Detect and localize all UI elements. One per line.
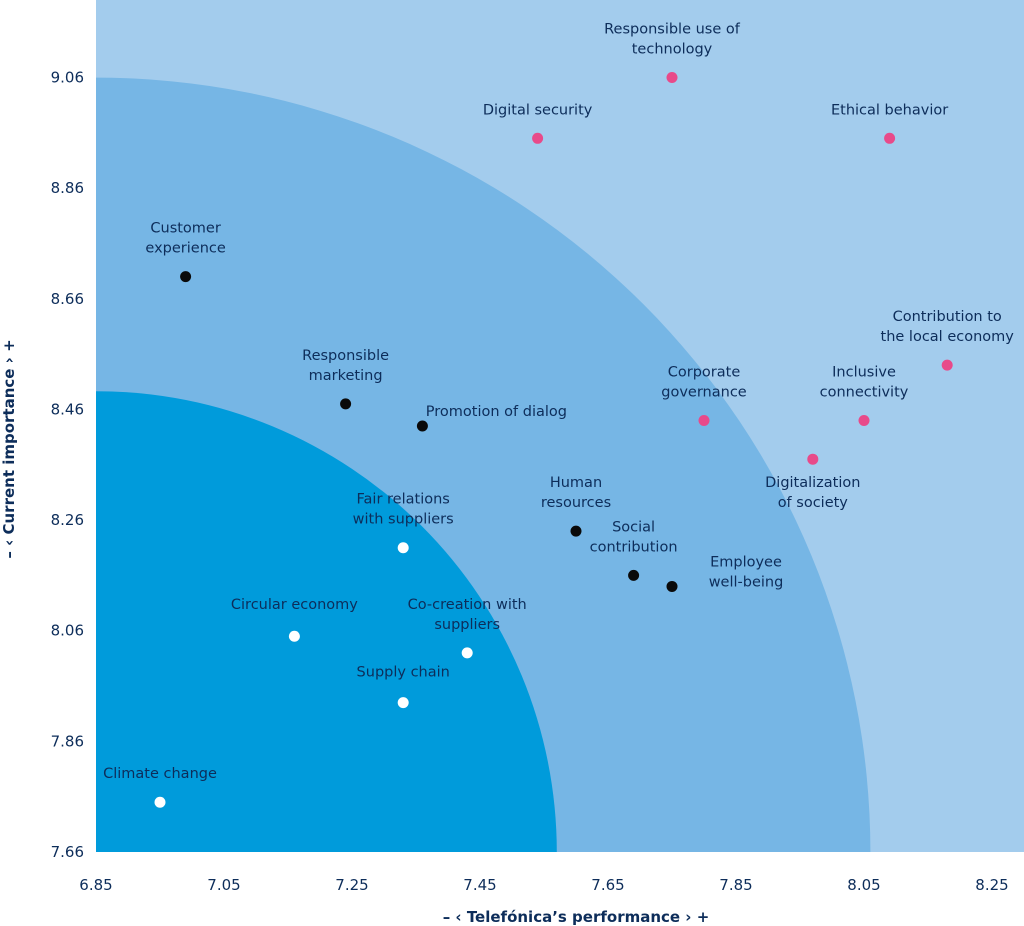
data-label: Circular economy <box>231 597 358 613</box>
y-tick-label: 8.26 <box>51 511 84 529</box>
data-label: Digital security <box>483 102 593 118</box>
data-label: Responsible marketing <box>302 348 389 384</box>
x-axis-title: – ‹ Telefónica’s performance › + <box>443 908 710 926</box>
data-label: Co-creation with suppliers <box>408 597 527 633</box>
data-point-high <box>807 453 819 465</box>
data-label: Human resources <box>541 475 611 511</box>
data-label: Inclusive connectivity <box>820 364 909 400</box>
data-label: Digitalization of society <box>765 475 860 511</box>
data-point-high <box>666 71 678 83</box>
x-tick-label: 7.25 <box>335 876 368 894</box>
data-point-high <box>532 132 544 144</box>
y-tick-label: 8.86 <box>51 179 84 197</box>
x-tick-label: 6.85 <box>79 876 112 894</box>
y-tick-label: 7.66 <box>51 843 84 861</box>
data-point-low <box>397 697 409 709</box>
y-axis-title: – ‹ Current importance › + <box>0 339 18 558</box>
data-point-low <box>288 630 300 642</box>
y-tick-label: 8.46 <box>51 400 84 418</box>
x-tick-label: 7.65 <box>591 876 624 894</box>
y-axis-ticks: 7.66 7.86 8.06 8.26 8.46 8.66 8.86 9.06 <box>51 68 84 861</box>
data-point-low <box>461 647 473 659</box>
data-point-high <box>884 132 896 144</box>
data-point-high <box>698 414 710 426</box>
data-label: Employee well-being <box>709 554 784 590</box>
x-tick-label: 8.05 <box>847 876 880 894</box>
data-point-medium <box>666 580 678 592</box>
data-label: Supply chain <box>357 665 450 681</box>
x-tick-label: 7.85 <box>719 876 752 894</box>
data-point-low <box>397 542 409 554</box>
data-point-medium <box>180 271 192 283</box>
y-tick-label: 8.66 <box>51 290 84 308</box>
data-point-medium <box>340 398 352 410</box>
data-label: Fair relations with suppliers <box>353 492 454 528</box>
data-point-medium <box>628 569 640 581</box>
data-label: Climate change <box>103 766 217 782</box>
x-tick-label: 7.05 <box>207 876 240 894</box>
data-point-medium <box>416 420 428 432</box>
data-label: Social contribution <box>590 519 678 555</box>
data-point-low <box>154 796 166 808</box>
y-tick-label: 8.06 <box>51 622 84 640</box>
data-point-high <box>941 359 953 371</box>
x-axis-ticks: 6.85 7.05 7.25 7.45 7.65 7.85 8.05 8.25 <box>79 876 1008 894</box>
zone-inner <box>96 391 557 852</box>
data-label: Promotion of dialog <box>426 404 567 420</box>
x-tick-label: 8.25 <box>975 876 1008 894</box>
y-tick-label: 9.06 <box>51 68 84 86</box>
data-label: Corporate governance <box>661 364 747 400</box>
y-tick-label: 7.86 <box>51 732 84 750</box>
data-label: Responsible use of technology <box>604 21 741 57</box>
data-point-high <box>858 414 870 426</box>
data-label: Contribution to the local economy <box>881 309 1015 345</box>
background-zones <box>96 0 1024 853</box>
x-tick-label: 7.45 <box>463 876 496 894</box>
data-label: Ethical behavior <box>831 102 948 118</box>
data-label: Customer experience <box>145 221 225 257</box>
data-points: Digital security Responsible use of techno… <box>103 21 1015 808</box>
data-point-medium <box>570 525 582 537</box>
